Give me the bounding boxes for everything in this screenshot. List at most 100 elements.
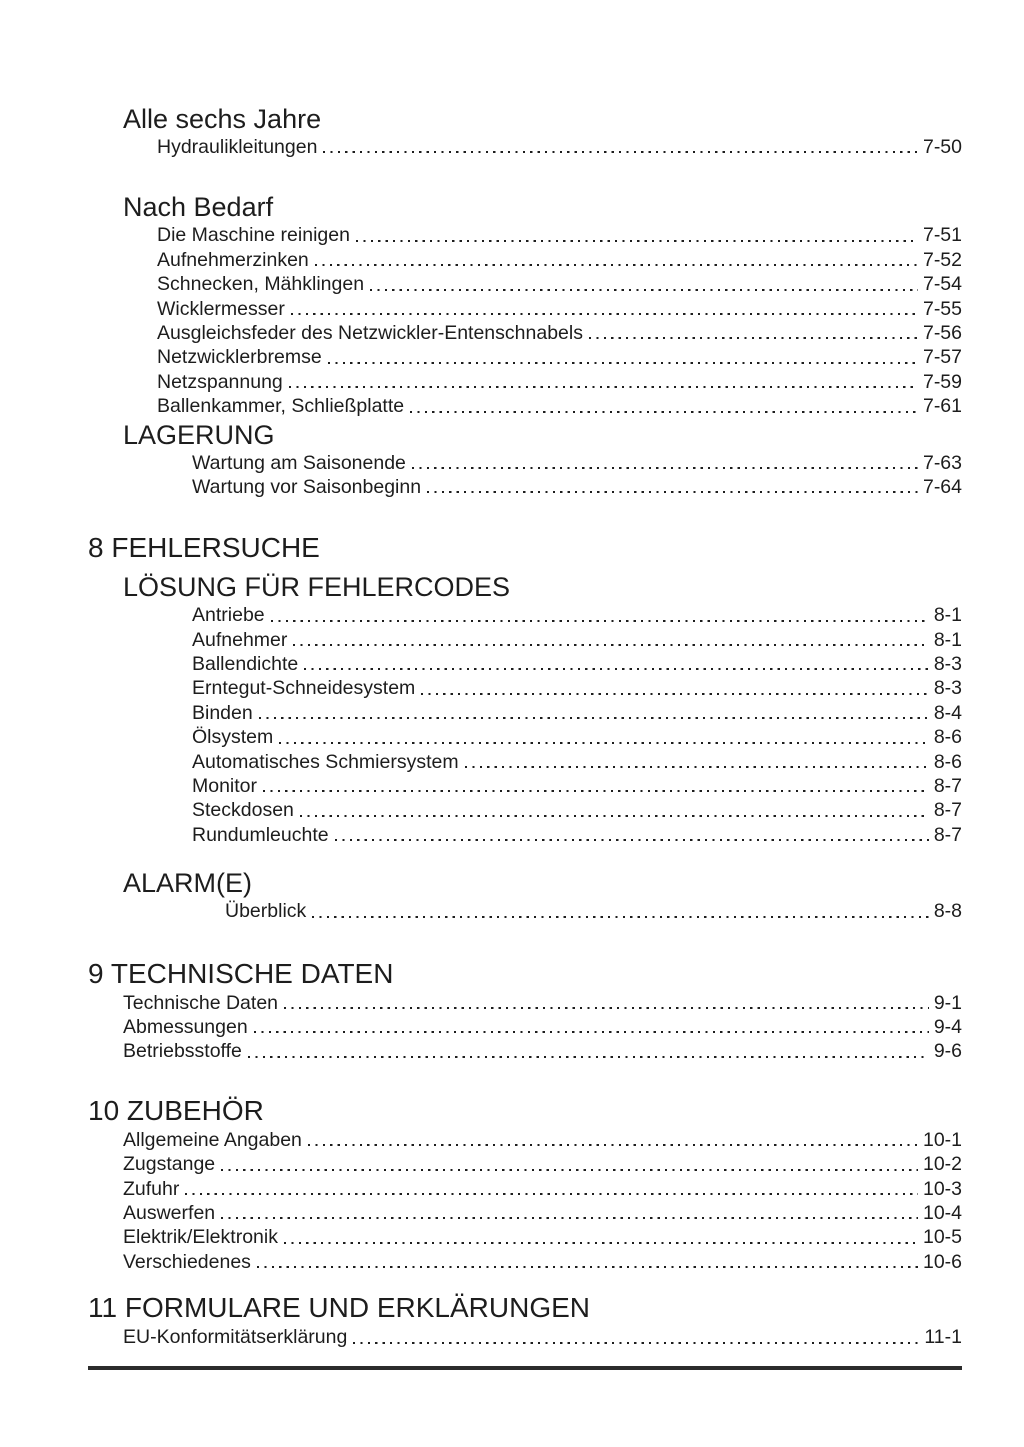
entry-label: Ballenkammer, Schließplatte [157, 395, 405, 418]
dot-leader [411, 450, 918, 475]
page-number: 8-4 [933, 701, 962, 724]
page-number: 8-6 [933, 726, 962, 749]
entry-label: Die Maschine reinigen [157, 224, 350, 247]
toc-entry: Rundumleuchte 8-7 [88, 822, 962, 848]
toc-entry: Hydraulikleitungen 7-50 [88, 135, 962, 160]
page-number: 7-63 [922, 451, 962, 474]
entry-label: Ölsystem [192, 726, 274, 749]
dot-leader [307, 1127, 918, 1153]
dot-leader [221, 1200, 918, 1226]
entry-label: Wartung am Saisonende [192, 451, 406, 474]
dot-leader [312, 899, 929, 924]
dot-leader [334, 822, 929, 848]
dot-leader [421, 676, 929, 701]
toc-section-block: Alle sechs Jahre Hydraulikleitungen 7-50 [88, 103, 962, 160]
toc-entry: Die Maschine reinigen 7-51 [88, 223, 962, 248]
dot-leader [353, 1325, 920, 1350]
entry-label: Technische Daten [123, 991, 279, 1014]
toc-entry: Netzwicklerbremse 7-57 [88, 345, 962, 370]
dot-leader [247, 1039, 929, 1064]
dot-leader [283, 1225, 918, 1250]
page-number: 7-51 [922, 224, 962, 247]
toc-entry: EU-Konformitätserklärung 11-1 [88, 1325, 962, 1350]
dot-leader [256, 1249, 918, 1275]
dot-leader [288, 369, 918, 395]
toc-section-block: Nach Bedarf Die Maschine reinigen 7-51 Aufn… [88, 191, 962, 419]
dot-leader [299, 798, 929, 823]
dot-leader [270, 603, 929, 628]
entry-label: Netzwicklerbremse [157, 346, 322, 369]
entry-label: Ausgleichsfeder des Netzwickler-Entensch… [157, 321, 583, 344]
page-number: 8-1 [933, 604, 962, 627]
toc-entry: Aufnehmer 8-1 [88, 627, 962, 653]
entry-label: Ballendichte [192, 653, 299, 676]
dot-leader [263, 774, 929, 799]
entry-label: Antriebe [192, 604, 265, 627]
toc-entry: Zugstange 10-2 [88, 1152, 962, 1177]
dot-leader [253, 1014, 929, 1040]
toc-entry: Ballendichte 8-3 [88, 652, 962, 677]
toc-entry: Binden 8-4 [88, 700, 962, 726]
page-number: 10-5 [922, 1226, 962, 1249]
dot-leader [327, 345, 918, 370]
entry-label: Binden [192, 701, 253, 724]
page-number: 10-4 [922, 1201, 962, 1224]
entry-label: Abmessungen [123, 1015, 248, 1038]
dot-leader [185, 1176, 918, 1201]
entry-label: Zugstange [123, 1153, 216, 1176]
toc-section-block: ALARM(E) Überblick 8-8 [88, 867, 962, 924]
toc-section-block: LÖSUNG FÜR FEHLERCODES Antriebe 8-1 Aufnehm… [88, 571, 962, 848]
entry-label: Zufuhr [123, 1177, 180, 1200]
entry-label: Hydraulikleitungen [157, 136, 318, 158]
toc-entry: Zufuhr 10-3 [88, 1176, 962, 1201]
dot-leader [290, 296, 918, 321]
page-number: 7-59 [922, 370, 962, 393]
toc-chapter-block: 11 FORMULARE UND ERKLÄRUNGEN EU-Konformit… [88, 1291, 962, 1350]
toc-entry: Steckdosen 8-7 [88, 798, 962, 823]
page-number: 10-2 [922, 1153, 962, 1176]
entry-label: Verschiedenes [123, 1250, 251, 1273]
entry-label: Allgemeine Angaben [123, 1128, 302, 1151]
page-number: 7-64 [922, 475, 962, 498]
entry-label: Betriebsstoffe [123, 1040, 242, 1063]
dot-leader [427, 474, 918, 500]
page-number: 8-7 [933, 799, 962, 822]
table-of-contents: Alle sechs Jahre Hydraulikleitungen 7-50 Na… [88, 103, 962, 1350]
dot-leader [410, 394, 918, 419]
toc-entry: Erntegut-Schneidesystem 8-3 [88, 676, 962, 701]
toc-entry: Wartung vor Saisonbeginn 7-64 [88, 474, 962, 500]
page-number: 10-1 [922, 1128, 962, 1151]
dot-leader [293, 627, 929, 653]
footer-rule [88, 1365, 962, 1370]
toc-entry: Automatisches Schmiersystem 8-6 [88, 749, 962, 775]
page-number: 7-55 [922, 297, 962, 320]
toc-entry: Auswerfen 10-4 [88, 1200, 962, 1226]
dot-leader [370, 272, 918, 297]
dot-leader [304, 652, 929, 677]
entry-label: Aufnehmerzinken [157, 248, 309, 271]
toc-entry: Wartung am Saisonende 7-63 [88, 450, 962, 475]
toc-entry: Elektrik/Elektronik 10-5 [88, 1225, 962, 1250]
dot-leader [279, 725, 929, 750]
toc-entry: Ölsystem 8-6 [88, 725, 962, 750]
entry-label: EU-Konformitätserklärung [123, 1326, 348, 1349]
entry-label: Erntegut-Schneidesystem [192, 677, 416, 700]
page-number: 9-1 [933, 991, 962, 1014]
dot-leader [258, 700, 929, 726]
page-number: 9-6 [933, 1040, 962, 1063]
page-number: 7-56 [922, 321, 962, 344]
chapter-heading: 11 FORMULARE UND ERKLÄRUNGEN [88, 1292, 591, 1324]
dot-leader [464, 749, 929, 775]
toc-entry: Antriebe 8-1 [88, 603, 962, 628]
dot-leader [221, 1152, 918, 1177]
section-heading: Alle sechs Jahre [123, 104, 322, 134]
page-number: 7-61 [922, 395, 962, 418]
page-number: 8-3 [933, 653, 962, 676]
toc-entry: Überblick 8-8 [88, 899, 962, 924]
page-number: 8-6 [933, 750, 962, 773]
page-number: 8-1 [933, 628, 962, 651]
toc-entry: Verschiedenes 10-6 [88, 1249, 962, 1275]
dot-leader [323, 135, 918, 160]
dot-leader [355, 223, 918, 248]
chapter-heading: 10 ZUBEHÖR [88, 1094, 264, 1126]
